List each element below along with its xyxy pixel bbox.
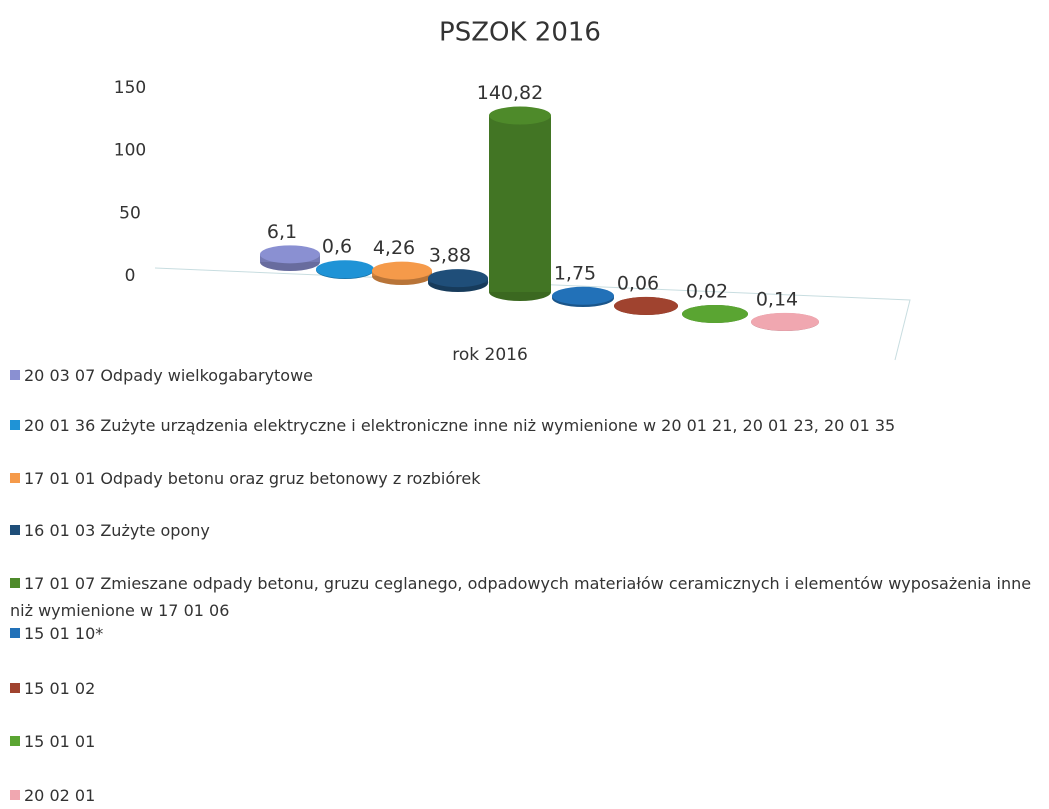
y-tick-label: 50 [119,203,141,223]
value-label: 140,82 [477,82,543,104]
cylinder [614,297,678,315]
cylinder [260,245,320,271]
cylinder-top [552,287,614,305]
cylinder-top [682,305,748,323]
legend-swatch [10,736,20,746]
legend-label: 17 01 07 Zmieszane odpady betonu, gruzu … [10,574,1031,620]
legend-swatch [10,473,20,483]
legend-swatch [10,628,20,638]
cylinder [428,269,488,292]
value-label: 1,75 [554,262,596,284]
cylinder-top [751,313,819,331]
y-tick-label: 0 [125,266,136,286]
value-label: 4,26 [373,237,415,259]
cylinder-top [614,297,678,315]
legend-label: 15 01 10* [24,624,103,643]
cylinder [552,287,614,307]
legend-label: 17 01 01 Odpady betonu oraz gruz betonow… [24,469,480,488]
legend-swatch [10,578,20,588]
legend-swatch [10,420,20,430]
value-label: 3,88 [429,245,471,267]
legend-item: 16 01 03 Zużyte opony [10,517,1040,544]
value-label: 6,1 [267,221,297,243]
legend-label: 20 01 36 Zużyte urządzenia elektryczne i… [24,416,895,435]
legend-item: 20 02 01 [10,782,1040,809]
legend-label: 20 03 07 Odpady wielkogabarytowe [24,366,313,385]
cylinder-top [260,245,320,263]
cylinder [682,305,748,323]
legend-item: 17 01 07 Zmieszane odpady betonu, gruzu … [10,570,1040,624]
legend-item: 15 01 02 [10,675,1040,702]
value-label: 0,14 [756,288,798,310]
legend-label: 15 01 02 [24,679,95,698]
legend-item: 17 01 01 Odpady betonu oraz gruz betonow… [10,465,1040,492]
legend-item: 20 01 36 Zużyte urządzenia elektryczne i… [10,412,1040,439]
legend-item: 15 01 01 [10,728,1040,755]
cylinder [316,260,374,279]
cylinder-top [428,269,488,287]
y-tick-label: 100 [114,141,146,161]
legend-swatch [10,790,20,800]
cylinder [372,262,432,285]
legend-item: 20 03 07 Odpady wielkogabarytowe [10,362,1040,389]
legend-label: 15 01 01 [24,732,95,751]
legend-swatch [10,525,20,535]
cylinder [489,107,551,301]
cylinder-top [489,107,551,125]
cylinder-top [372,262,432,280]
value-label: 0,6 [322,236,352,258]
y-tick-label: 150 [114,78,146,98]
cylinder-body [489,116,551,292]
cylinder-top [316,260,374,278]
legend-swatch [10,683,20,693]
cylinder [751,313,819,331]
value-label: 0,06 [617,272,659,294]
value-label: 0,02 [686,280,728,302]
legend-label: 20 02 01 [24,786,95,805]
legend-swatch [10,370,20,380]
legend-item: 15 01 10* [10,620,1040,647]
chart-title: PSZOK 2016 [439,18,601,48]
legend-label: 16 01 03 Zużyte opony [24,521,210,540]
